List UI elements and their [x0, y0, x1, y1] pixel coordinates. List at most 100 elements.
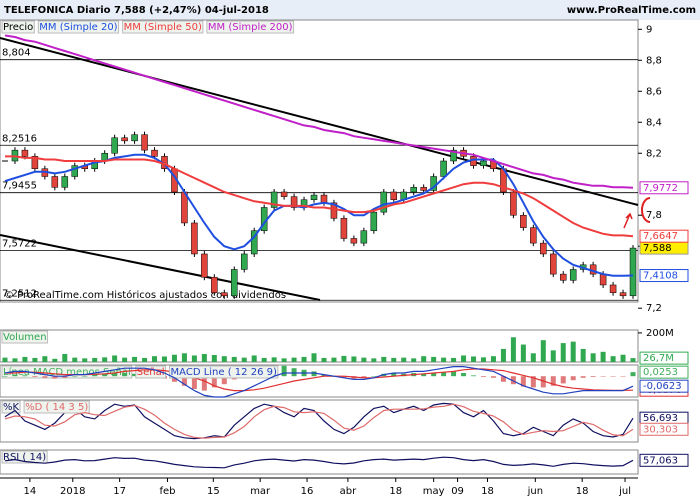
legend-box	[135, 365, 167, 379]
candle	[61, 176, 69, 188]
bar	[500, 376, 506, 382]
candle	[221, 292, 228, 297]
bar	[92, 374, 98, 377]
candle	[420, 187, 427, 191]
bar	[570, 341, 576, 362]
candle	[510, 191, 517, 216]
bar	[431, 373, 437, 377]
bar	[321, 374, 327, 377]
x-tick-label: feb	[159, 486, 175, 497]
price-panel	[0, 19, 639, 303]
y-tick-label: 7,2	[646, 303, 662, 314]
bar	[610, 376, 616, 377]
candle	[390, 191, 398, 200]
bar	[341, 376, 347, 378]
bar	[191, 376, 197, 389]
series-line	[4, 402, 634, 440]
footer: © ProRealTime.com Históricos ajustados c…	[4, 289, 286, 301]
bar	[311, 353, 317, 362]
candle	[211, 276, 218, 293]
bar	[181, 376, 187, 386]
bar	[451, 357, 457, 362]
bar	[341, 355, 347, 362]
bar	[122, 357, 128, 362]
level-label: 7,9455	[2, 181, 37, 192]
bar	[371, 376, 377, 377]
bar	[480, 376, 486, 377]
bar	[42, 356, 48, 362]
bar	[62, 376, 68, 378]
end-label-box	[639, 453, 689, 467]
candle	[340, 218, 348, 239]
candle	[569, 269, 577, 281]
candle	[330, 202, 338, 219]
candle	[540, 242, 547, 255]
candle	[280, 191, 288, 197]
bar	[471, 356, 477, 362]
bar	[550, 376, 556, 386]
x-tick-label: 2018	[60, 486, 85, 497]
candle	[380, 191, 388, 213]
bar	[92, 357, 98, 362]
candle	[480, 160, 487, 166]
x-tick-label: 18	[389, 486, 402, 497]
bar	[580, 348, 586, 362]
bar	[391, 357, 397, 362]
bar	[191, 355, 197, 362]
series-line	[4, 403, 634, 439]
bar	[251, 355, 257, 362]
end-label: 7,588	[643, 243, 672, 254]
bar	[32, 357, 38, 362]
end-label: 30,303	[643, 424, 678, 435]
candle	[350, 238, 358, 244]
header-bar	[0, 0, 700, 20]
candle	[231, 269, 238, 297]
circle-mark	[641, 197, 651, 223]
x-tick-label: 09	[451, 486, 464, 497]
bar	[2, 376, 8, 377]
series-line	[5, 155, 634, 238]
candle	[619, 292, 627, 297]
bar	[2, 357, 8, 362]
level-label: 7,2512	[2, 288, 37, 299]
legend-box	[122, 20, 204, 34]
bar	[301, 356, 307, 362]
bar	[42, 376, 48, 378]
x-tick-label: jun	[527, 486, 543, 497]
candle	[629, 247, 637, 297]
bar	[221, 376, 227, 385]
bar	[620, 376, 626, 377]
bar	[441, 372, 447, 377]
series-line	[4, 153, 634, 277]
bar	[530, 353, 536, 362]
bar	[22, 375, 28, 377]
x-tick-label: may	[423, 486, 445, 497]
candle	[71, 165, 79, 177]
candle	[450, 149, 457, 162]
bar	[600, 376, 606, 377]
bar	[431, 356, 437, 362]
end-label-box	[639, 269, 689, 283]
bar	[540, 340, 546, 362]
bar	[510, 337, 516, 362]
candle	[111, 137, 118, 154]
bar	[12, 374, 18, 377]
header-title: TELEFONICA Diario 7,588 (+2,47%) 04-jul-…	[4, 5, 269, 16]
rsi-panel	[0, 449, 639, 475]
bar	[630, 358, 636, 362]
legend-entry: RSI ( 14)	[3, 452, 46, 463]
series-line	[5, 368, 634, 392]
bar	[142, 357, 148, 362]
y-tick-label: 9	[646, 24, 652, 35]
bar	[82, 376, 88, 377]
candle	[191, 222, 198, 255]
candle	[201, 253, 208, 278]
trend-line	[0, 234, 321, 301]
bar	[361, 376, 367, 378]
legend-entry: Señal	[137, 367, 165, 378]
legend-box	[169, 365, 279, 379]
bar	[152, 356, 158, 362]
end-label: 7,9772	[643, 183, 678, 194]
bar	[132, 356, 138, 362]
candle	[440, 160, 447, 177]
